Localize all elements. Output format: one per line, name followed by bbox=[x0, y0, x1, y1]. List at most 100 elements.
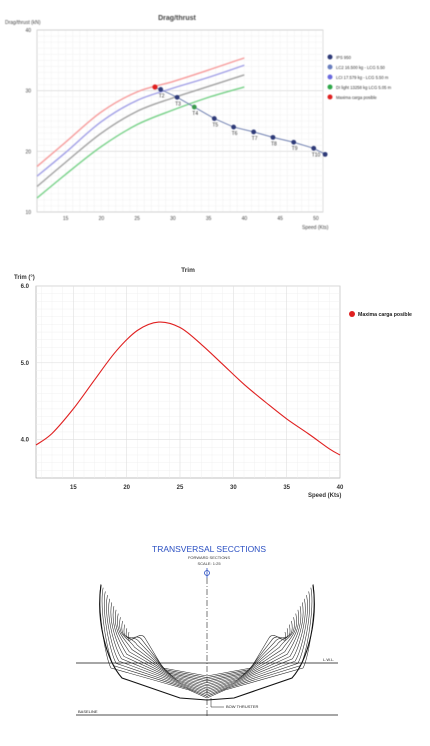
chart2-legend-label: Maxima carga posible bbox=[358, 312, 412, 318]
chart1-xlabel: Speed (Kts) bbox=[302, 225, 329, 231]
chart1-legend-marker bbox=[327, 54, 333, 60]
chart1-xtick-label: 40 bbox=[242, 216, 248, 222]
chart1-point-label: T2 bbox=[159, 93, 165, 99]
section-line bbox=[128, 631, 208, 677]
chart1-ylabel: Drag/thrust (kN) bbox=[5, 20, 41, 26]
section-line bbox=[114, 609, 208, 687]
chart2-legend-marker bbox=[349, 311, 355, 317]
section-line bbox=[206, 624, 291, 680]
chart2-xtick-label: 30 bbox=[230, 485, 237, 491]
chart2-legend: Maxima carga posible bbox=[349, 311, 412, 318]
chart1-max-load-point bbox=[152, 84, 158, 90]
chart1-ytick-label: 40 bbox=[25, 28, 31, 34]
chart1-thrust-point bbox=[191, 104, 197, 110]
section-line bbox=[206, 631, 286, 677]
chart2-ylabel: Trim (°) bbox=[14, 275, 35, 281]
section-line bbox=[123, 624, 208, 680]
chart1-series-line bbox=[36, 86, 245, 199]
trim-chart: Trim Trim (°) Speed (Kts) 15 20 25 30 35 40 4.… bbox=[14, 267, 412, 499]
section-line bbox=[106, 595, 208, 694]
chart2-ytick-label: 5.0 bbox=[21, 361, 30, 367]
chart1-thrust-point bbox=[174, 94, 180, 100]
section-line bbox=[206, 613, 297, 685]
chart1-series-line bbox=[36, 57, 245, 168]
chart2-xtick-label: 35 bbox=[283, 485, 290, 491]
chart1-legend-label: IPS 950 bbox=[336, 55, 352, 60]
section-line bbox=[206, 591, 310, 695]
chart1-thrust-point bbox=[211, 116, 217, 121]
section-line bbox=[206, 598, 306, 692]
chart1-legend: IPS 950 LC2 16.500 kg - LCG 5.50 LCI 17.57… bbox=[327, 54, 392, 100]
chart1-xtick-label: 30 bbox=[170, 216, 176, 222]
chart1-thrust-point bbox=[311, 145, 317, 151]
lwl-label: L.W.L. bbox=[323, 657, 334, 662]
section-line bbox=[110, 602, 208, 690]
chart2-xtick-label: 15 bbox=[70, 485, 77, 491]
chart1-thrust-points: T2 T3 T4 T5 T6 T7 T8 T9 T10 bbox=[152, 84, 328, 158]
centerline-icon bbox=[204, 568, 210, 578]
chart2-ytick-label: 6.0 bbox=[21, 284, 30, 290]
chart1-legend-marker bbox=[327, 84, 333, 90]
chart1-point-label: T9 bbox=[292, 146, 298, 152]
chart2-series-line bbox=[35, 321, 341, 456]
chart1-thrust-point bbox=[231, 124, 237, 130]
chart1-ytick-label: 30 bbox=[25, 89, 31, 95]
chart2-xlabel: Speed (Kts) bbox=[308, 493, 341, 499]
chart1-xtick-label: 50 bbox=[313, 216, 319, 222]
bow-thruster-leader bbox=[210, 698, 224, 708]
chart2-tick-labels: 15 20 25 30 35 40 4.0 5.0 6.0 bbox=[21, 284, 344, 491]
chart1-series-line bbox=[36, 74, 245, 188]
chart1-xtick-label: 20 bbox=[99, 216, 105, 222]
chart1-thrust-point bbox=[158, 87, 164, 92]
sections-subtitle: FORWARD SECTIONS bbox=[188, 555, 230, 560]
section-line bbox=[206, 606, 302, 689]
sections-title: TRANSVERSAL SECCTIONS bbox=[152, 544, 266, 554]
transversal-sections-drawing: TRANSVERSAL SECCTIONS FORWARD SECTIONS S… bbox=[76, 544, 338, 718]
chart2-title: Trim bbox=[181, 267, 195, 274]
chart1-ytick-label: 10 bbox=[25, 210, 31, 216]
section-line bbox=[125, 628, 208, 678]
chart1-legend-label: LCI 17.579 kg - LCG 5.50 m bbox=[336, 75, 389, 80]
chart1-xtick-label: 15 bbox=[63, 216, 69, 222]
chart1-grid bbox=[36, 29, 324, 213]
section-line bbox=[119, 617, 208, 684]
drag-thrust-chart: Drag/thrust Drag/thrust (kN) Speed (Kts)… bbox=[5, 15, 392, 231]
chart1-xtick-label: 35 bbox=[206, 216, 212, 222]
chart1-legend-label: DI light 13258 kg LCG 5.05 m bbox=[336, 85, 392, 90]
chart2-ytick-label: 4.0 bbox=[21, 438, 30, 444]
section-line bbox=[206, 602, 304, 690]
section-line bbox=[117, 613, 208, 685]
chart1-point-label: T4 bbox=[192, 111, 198, 117]
chart1-thrust-point bbox=[322, 151, 328, 157]
chart1-ytick-label: 20 bbox=[25, 149, 31, 155]
chart1-point-label: T3 bbox=[175, 101, 181, 107]
sections-scale: SCALE: 1:25 bbox=[197, 561, 221, 566]
chart1-point-label: T5 bbox=[212, 123, 218, 129]
chart1-thrust-point bbox=[270, 134, 276, 140]
chart2-xtick-label: 40 bbox=[337, 485, 344, 491]
baseline-label: BASELINE bbox=[78, 709, 98, 714]
section-line bbox=[206, 628, 289, 678]
chart1-xtick-label: 45 bbox=[277, 216, 283, 222]
section-line bbox=[206, 609, 300, 687]
chart1-legend-marker bbox=[327, 64, 333, 70]
chart1-point-label: T7 bbox=[252, 136, 258, 142]
section-line bbox=[206, 617, 295, 684]
chart1-legend-label: LC2 16.500 kg - LCG 5.50 bbox=[336, 65, 386, 70]
section-line bbox=[104, 591, 208, 695]
section-line bbox=[206, 595, 308, 694]
chart2-grid bbox=[35, 285, 341, 479]
section-line bbox=[108, 598, 208, 692]
chart1-point-label: T10 bbox=[312, 152, 321, 158]
section-line bbox=[112, 606, 208, 689]
chart1-thrust-point bbox=[291, 139, 297, 145]
chart2-series bbox=[35, 321, 341, 456]
chart1-point-label: T8 bbox=[271, 141, 277, 147]
chart1-xtick-label: 25 bbox=[134, 216, 140, 222]
chart2-xtick-label: 25 bbox=[177, 485, 184, 491]
chart1-thrust-point bbox=[251, 129, 257, 135]
chart1-legend-marker bbox=[327, 94, 333, 100]
chart2-plot-area bbox=[35, 285, 341, 479]
bow-thruster-label: BOW THRUSTER bbox=[226, 704, 258, 709]
chart2-xtick-label: 20 bbox=[123, 485, 130, 491]
